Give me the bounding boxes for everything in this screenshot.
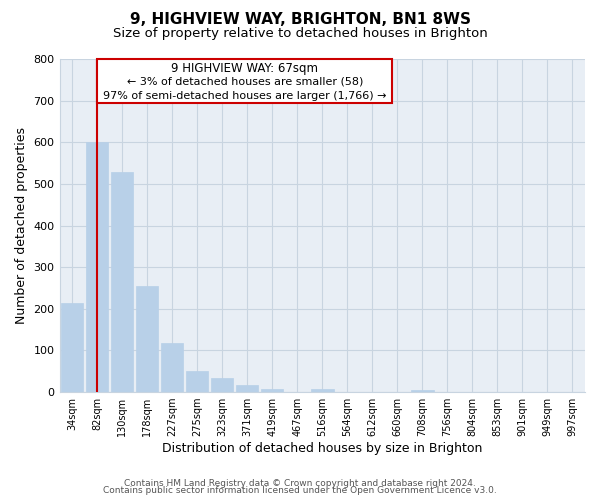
Text: 9 HIGHVIEW WAY: 67sqm: 9 HIGHVIEW WAY: 67sqm: [171, 62, 318, 75]
Bar: [236, 384, 259, 392]
Bar: [61, 302, 83, 392]
X-axis label: Distribution of detached houses by size in Brighton: Distribution of detached houses by size …: [162, 442, 482, 455]
Bar: [211, 378, 233, 392]
Bar: [186, 372, 208, 392]
Bar: [136, 286, 158, 392]
Bar: [261, 389, 283, 392]
Text: Contains HM Land Registry data © Crown copyright and database right 2024.: Contains HM Land Registry data © Crown c…: [124, 478, 476, 488]
Bar: [111, 172, 133, 392]
Y-axis label: Number of detached properties: Number of detached properties: [15, 127, 28, 324]
Text: Size of property relative to detached houses in Brighton: Size of property relative to detached ho…: [113, 28, 487, 40]
Bar: [311, 389, 334, 392]
Bar: [161, 343, 184, 392]
Bar: [411, 390, 434, 392]
Text: 97% of semi-detached houses are larger (1,766) →: 97% of semi-detached houses are larger (…: [103, 90, 386, 101]
Text: ← 3% of detached houses are smaller (58): ← 3% of detached houses are smaller (58): [127, 76, 363, 86]
Text: Contains public sector information licensed under the Open Government Licence v3: Contains public sector information licen…: [103, 486, 497, 495]
Bar: [86, 142, 109, 392]
Text: 9, HIGHVIEW WAY, BRIGHTON, BN1 8WS: 9, HIGHVIEW WAY, BRIGHTON, BN1 8WS: [130, 12, 470, 28]
FancyBboxPatch shape: [97, 59, 392, 102]
